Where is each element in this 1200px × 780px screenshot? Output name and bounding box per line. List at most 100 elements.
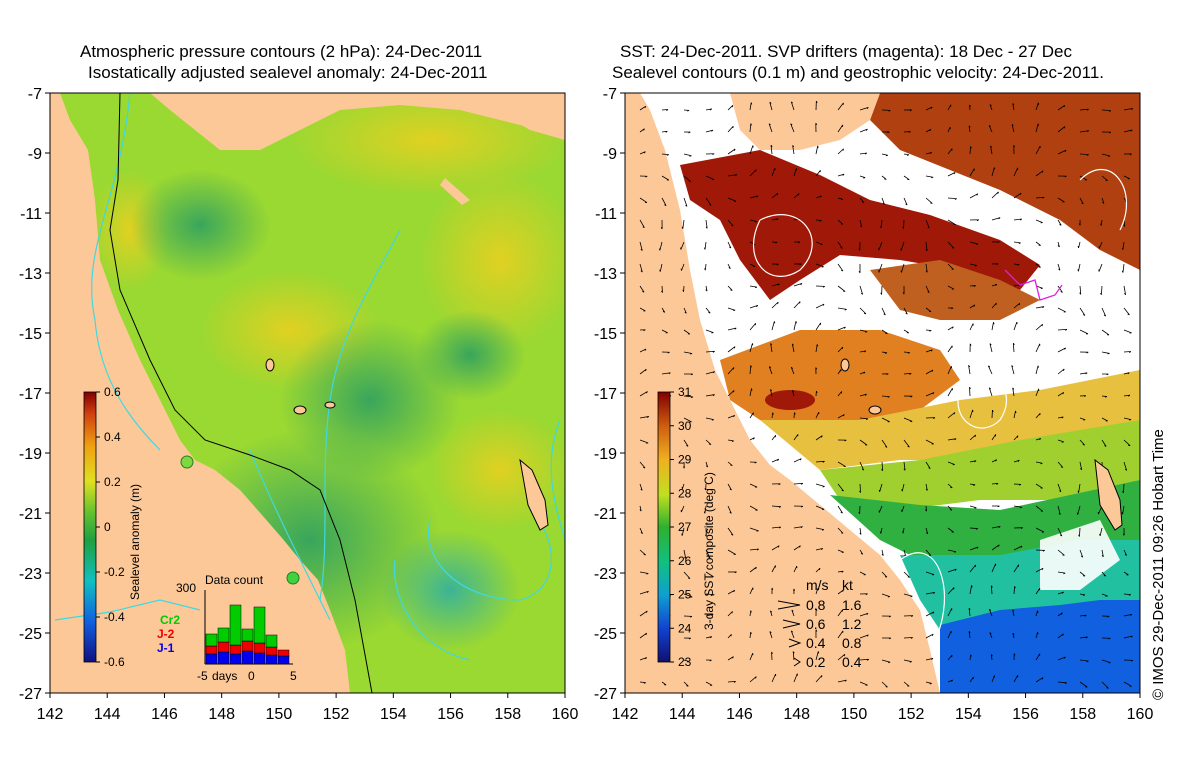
velocity-arrow xyxy=(859,593,868,596)
velocity-arrow xyxy=(1035,677,1044,683)
inset-bar xyxy=(265,646,278,656)
x-tick-label: 156 xyxy=(1012,706,1039,723)
right-colorbar-label: 3-day SST composite (deg C) xyxy=(702,472,716,630)
velocity-arrow xyxy=(769,631,773,639)
inset-bar xyxy=(205,633,218,647)
velocity-arrow xyxy=(837,679,847,683)
left-shelf-line xyxy=(109,93,373,693)
y-tick-label: -25 xyxy=(594,626,617,643)
velocity-arrow xyxy=(790,630,795,639)
velocity-arrow xyxy=(792,145,795,155)
colorbar-tick-label: 24 xyxy=(678,621,692,635)
velocity-arrow xyxy=(683,329,691,335)
velocity-arrow xyxy=(771,505,782,508)
velocity-arrow xyxy=(793,588,796,595)
velocity-arrow xyxy=(881,109,891,112)
velocity-arrow xyxy=(815,588,819,595)
velocity-arrow xyxy=(947,171,956,177)
colorbar-tick-label: 0.4 xyxy=(104,430,121,444)
colorbar-tick-label: 27 xyxy=(678,520,692,534)
velocity-arrow xyxy=(1057,439,1064,443)
velocity-arrow xyxy=(903,329,910,334)
velocity-arrow xyxy=(858,505,861,515)
colorbar-tick-label: -0.6 xyxy=(104,655,125,669)
velocity-arrow xyxy=(771,526,782,529)
velocity-arrow xyxy=(991,526,1001,529)
velocity-arrow xyxy=(727,656,734,661)
velocity-arrow xyxy=(683,615,693,618)
y-tick-label: -23 xyxy=(594,566,617,583)
velocity-arrow xyxy=(903,439,910,448)
velocity-arrow xyxy=(639,263,643,273)
velocity-arrow xyxy=(1079,549,1084,558)
velocity-arrow xyxy=(1057,307,1066,313)
velocity-arrow xyxy=(1101,417,1108,422)
velocity-arrow xyxy=(749,527,759,532)
velocity-arrow xyxy=(947,197,957,200)
velocity-arrow xyxy=(925,657,934,661)
velocity-arrow xyxy=(947,326,954,331)
velocity-arrow xyxy=(1077,483,1081,493)
velocity-arrow xyxy=(1057,149,1067,155)
velocity-arrow xyxy=(1035,461,1043,465)
velocity-arrow xyxy=(815,629,818,639)
velocity-arrow xyxy=(639,527,643,534)
velocity-arrow xyxy=(1035,527,1045,533)
x-tick-label: 150 xyxy=(266,706,293,723)
velocity-key-ms: 0.6 xyxy=(806,616,826,632)
velocity-arrow xyxy=(815,548,824,551)
velocity-arrow xyxy=(947,307,954,310)
y-tick-label: -9 xyxy=(603,146,617,163)
velocity-arrow xyxy=(859,219,863,228)
velocity-arrow xyxy=(1057,391,1065,397)
velocity-arrow xyxy=(793,526,803,529)
velocity-arrow xyxy=(815,145,819,155)
y-tick-label: -17 xyxy=(594,386,617,403)
velocity-arrow xyxy=(900,263,905,273)
velocity-arrow xyxy=(1101,307,1107,317)
velocity-arrow xyxy=(1057,591,1064,595)
velocity-arrow xyxy=(791,389,795,397)
velocity-arrow xyxy=(859,483,861,493)
velocity-arrow xyxy=(705,153,715,156)
velocity-arrow xyxy=(815,219,822,222)
velocity-arrow xyxy=(815,241,823,246)
velocity-arrow xyxy=(1123,285,1127,296)
velocity-arrow xyxy=(881,395,890,398)
inset-bar xyxy=(265,634,278,648)
right-sealevel-contours xyxy=(752,168,1128,651)
velocity-arrow xyxy=(947,608,953,617)
velocity-arrow xyxy=(793,505,804,508)
right-land-png xyxy=(730,93,880,150)
velocity-arrow xyxy=(881,373,889,376)
velocity-arrow xyxy=(682,285,685,292)
velocity-arrow xyxy=(749,285,758,289)
velocity-arrow xyxy=(1035,653,1041,661)
left-tide-gauge-marker xyxy=(180,455,194,469)
velocity-arrow xyxy=(947,412,956,419)
velocity-key-ms: 0.8 xyxy=(806,597,826,613)
velocity-arrow xyxy=(991,563,997,573)
velocity-arrow xyxy=(859,371,866,375)
velocity-arrow xyxy=(727,483,732,491)
velocity-arrow xyxy=(639,285,645,293)
velocity-arrow xyxy=(1079,329,1089,335)
velocity-arrow xyxy=(947,104,952,111)
velocity-arrow xyxy=(793,434,799,441)
velocity-arrow xyxy=(947,630,952,639)
left-land-australia xyxy=(50,93,350,693)
velocity-arrow xyxy=(1035,483,1043,489)
velocity-arrow xyxy=(680,505,685,513)
velocity-arrow xyxy=(793,458,802,463)
velocity-arrow xyxy=(859,393,867,397)
velocity-arrow xyxy=(705,439,712,445)
inset-bar xyxy=(253,652,266,665)
velocity-arrow xyxy=(1011,124,1015,133)
x-tick-label: 142 xyxy=(37,706,64,723)
velocity-arrow xyxy=(1013,564,1020,573)
velocity-arrow xyxy=(969,304,976,309)
velocity-arrow xyxy=(639,632,648,639)
velocity-arrow xyxy=(1057,549,1065,556)
velocity-arrow xyxy=(1057,483,1062,493)
velocity-arrow xyxy=(683,153,692,157)
